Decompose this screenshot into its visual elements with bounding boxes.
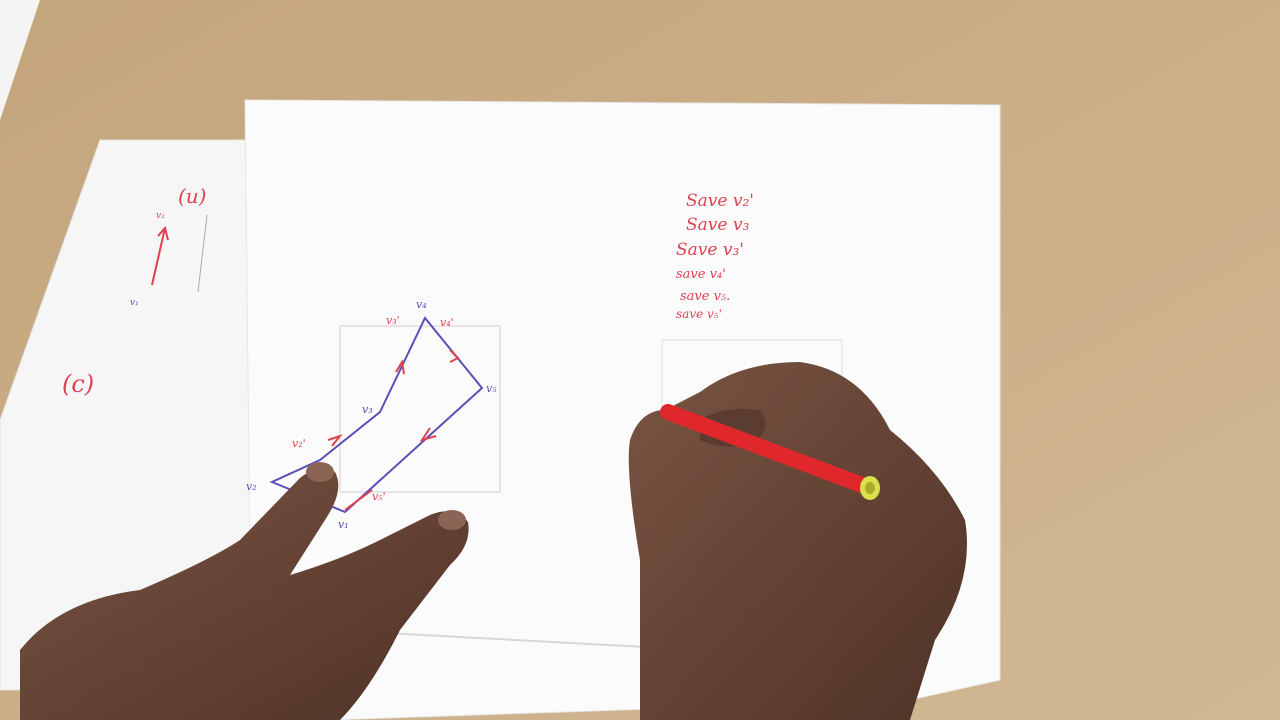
vertex-v2-label: v₂ bbox=[246, 480, 257, 493]
save-item-5: save v₅. bbox=[680, 289, 730, 304]
vertex-label-top: v₂ bbox=[156, 211, 165, 221]
save-item-1: Save v₂' bbox=[686, 191, 754, 211]
vertex-label-bottom: v₁ bbox=[130, 298, 139, 308]
vertex-v1-label: v₁ bbox=[338, 518, 349, 531]
intersection-v4p-label: v₄' bbox=[440, 316, 454, 329]
save-item-6: save v₅' bbox=[676, 307, 722, 321]
save-item-4: save v₄' bbox=[676, 267, 726, 282]
intersection-v3p-label: v₃' bbox=[386, 314, 400, 327]
vertex-v5-label: v₅ bbox=[486, 382, 497, 395]
save-item-3: Save v₃' bbox=[676, 240, 744, 260]
vertex-v3-label: v₃ bbox=[362, 403, 373, 416]
label-u: (u) bbox=[178, 184, 207, 208]
label-c: (c) bbox=[62, 370, 94, 398]
vertex-v4-label: v₄ bbox=[416, 298, 427, 311]
intersection-v5p-label: v₅' bbox=[372, 490, 386, 503]
save-item-2: Save v₃ bbox=[686, 215, 749, 235]
intersection-v2p-label: v₂' bbox=[292, 437, 306, 450]
